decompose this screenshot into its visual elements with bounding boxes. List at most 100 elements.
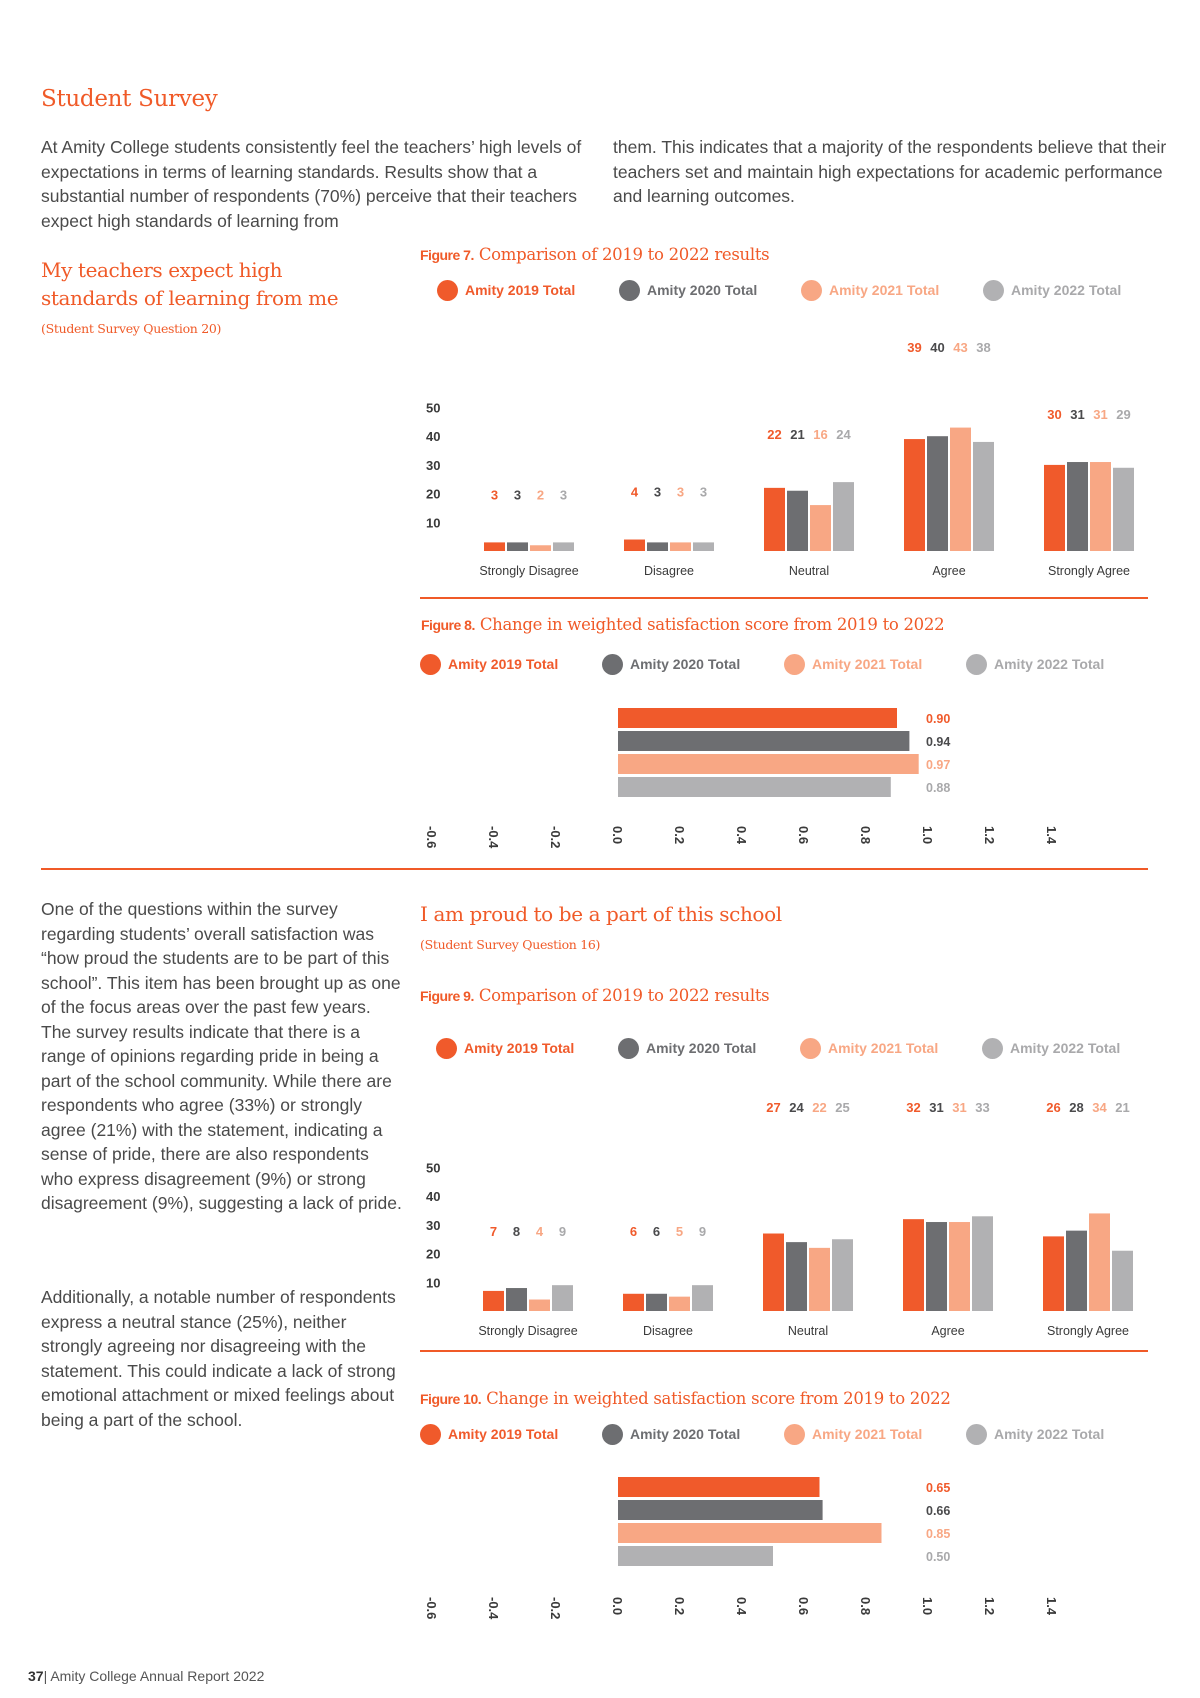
legend-dot-2020 — [602, 1423, 623, 1445]
data-label-2022: 33 — [975, 1100, 989, 1115]
bar-2019 — [623, 1293, 644, 1311]
data-label-2021: 0.85 — [926, 1527, 950, 1541]
figure-10-caption: Change in weighted satisfaction score fr… — [486, 1389, 951, 1408]
bar-2021 — [670, 542, 691, 551]
bar-2020 — [927, 436, 948, 551]
x-tick-label: 0.2 — [672, 826, 687, 844]
figure-8-legend: Amity 2019 Total Amity 2020 Total Amity … — [420, 652, 1140, 676]
legend-item-2019: Amity 2019 Total — [437, 279, 576, 301]
legend-item-2020: Amity 2020 Total — [618, 1037, 757, 1059]
x-tick-label: 0.0 — [610, 826, 625, 844]
data-label-2019: 7 — [490, 1224, 497, 1239]
bar-2022 — [833, 482, 854, 551]
bar-2020 — [618, 1500, 823, 1520]
data-label-2019: 6 — [630, 1224, 637, 1239]
legend-label-2021: Amity 2021 Total — [829, 282, 940, 298]
question-16-title: I am proud to be a part of this school — [420, 902, 782, 926]
data-label-2020: 31 — [929, 1100, 943, 1115]
footer-text: | Amity College Annual Report 2022 — [43, 1668, 265, 1684]
y-tick-label: 10 — [426, 1275, 440, 1290]
category-label: Disagree — [643, 1324, 693, 1338]
data-label-2019: 22 — [767, 427, 781, 442]
data-label-2021: 43 — [953, 340, 967, 355]
figure-9-label: Figure 9. — [420, 988, 474, 1004]
bar-2021 — [810, 505, 831, 551]
legend-dot-2022 — [966, 653, 987, 675]
figure-9-title: Figure 9. Comparison of 2019 to 2022 res… — [420, 986, 770, 1005]
legend-item-2022: Amity 2022 Total — [983, 279, 1121, 301]
x-tick-label: -0.2 — [548, 1597, 563, 1619]
bar-2020 — [507, 542, 528, 551]
x-tick-label: 0.2 — [672, 1597, 687, 1615]
bar-2019 — [764, 487, 785, 551]
bar-2022 — [552, 1285, 573, 1311]
figure-10-legend: Amity 2019 Total Amity 2020 Total Amity … — [420, 1422, 1140, 1446]
x-tick-label: 0.0 — [610, 1597, 625, 1615]
legend-dot-2022 — [982, 1037, 1003, 1059]
bar-2019 — [904, 439, 925, 551]
y-tick-label: 20 — [426, 487, 440, 502]
figure-9-divider — [420, 1350, 1148, 1352]
data-label-2019: 39 — [907, 340, 921, 355]
body-paragraph-1: One of the questions within the survey r… — [41, 899, 402, 1213]
category-label: Agree — [932, 564, 965, 578]
figure-9-legend: Amity 2019 Total Amity 2020 Total Amity … — [436, 1036, 1136, 1060]
data-label-2021: 22 — [812, 1100, 826, 1115]
data-label-2020: 0.66 — [926, 1504, 950, 1518]
bar-2022 — [618, 1546, 773, 1566]
x-tick-label: 0.6 — [796, 1597, 811, 1615]
legend-label-2019: Amity 2019 Total — [465, 282, 576, 298]
category-label: Strongly Disagree — [478, 1324, 577, 1338]
data-label-2019: 32 — [906, 1100, 920, 1115]
x-tick-label: -0.4 — [486, 1597, 501, 1620]
bar-2021 — [809, 1247, 830, 1311]
legend-label-2021: Amity 2021 Total — [812, 656, 923, 672]
category-label: Strongly Agree — [1047, 1324, 1129, 1338]
category-label: Strongly Agree — [1048, 564, 1130, 578]
data-label-2022: 0.88 — [926, 781, 950, 795]
bar-2020 — [618, 731, 910, 751]
legend-item-2020: Amity 2020 Total — [602, 1423, 741, 1445]
legend-label-2020: Amity 2020 Total — [630, 656, 741, 672]
data-label-2019: 0.90 — [926, 712, 950, 726]
bar-2019 — [484, 542, 505, 551]
figure-7-title: Figure 7. Comparison of 2019 to 2022 res… — [420, 245, 770, 264]
legend-label-2020: Amity 2020 Total — [630, 1426, 741, 1442]
data-label-2022: 38 — [976, 340, 990, 355]
question-16-subtitle: (Student Survey Question 16) — [420, 937, 601, 952]
legend-label-2022: Amity 2022 Total — [994, 656, 1105, 672]
bar-2021 — [618, 754, 919, 774]
legend-dot-2019 — [437, 279, 458, 301]
figure-7-label: Figure 7. — [420, 247, 474, 263]
bar-2022 — [832, 1239, 853, 1311]
bar-2019 — [903, 1219, 924, 1311]
data-label-2020: 0.94 — [926, 735, 950, 749]
legend-dot-2019 — [420, 653, 441, 675]
bar-2019 — [618, 1477, 820, 1497]
question-20-title: My teachers expect high standards of lea… — [41, 258, 339, 310]
bar-2022 — [1113, 467, 1134, 551]
bar-2020 — [787, 490, 808, 551]
data-label-2020: 6 — [653, 1224, 660, 1239]
x-tick-label: 1.4 — [1044, 826, 1059, 845]
intro-paragraph-col1: At Amity College students consistently f… — [41, 137, 582, 231]
legend-label-2019: Amity 2019 Total — [464, 1040, 575, 1056]
figure-7-caption: Comparison of 2019 to 2022 results — [478, 245, 770, 264]
bar-2019 — [1043, 1236, 1064, 1311]
data-label-2020: 31 — [1070, 407, 1084, 422]
body-paragraph-2: Additionally, a notable number of respon… — [41, 1287, 396, 1430]
data-label-2019: 27 — [766, 1100, 780, 1115]
legend-label-2020: Amity 2020 Total — [646, 1040, 757, 1056]
page-number: 37 — [28, 1668, 44, 1684]
bar-2021 — [1089, 1213, 1110, 1311]
x-tick-label: -0.6 — [424, 1597, 439, 1619]
data-label-2020: 3 — [514, 487, 521, 502]
data-label-2020: 8 — [513, 1224, 520, 1239]
legend-item-2019: Amity 2019 Total — [420, 653, 558, 675]
x-tick-label: 0.8 — [858, 1597, 873, 1615]
bar-2020 — [647, 542, 668, 551]
legend-dot-2022 — [983, 279, 1004, 301]
legend-label-2019: Amity 2019 Total — [448, 1426, 559, 1442]
